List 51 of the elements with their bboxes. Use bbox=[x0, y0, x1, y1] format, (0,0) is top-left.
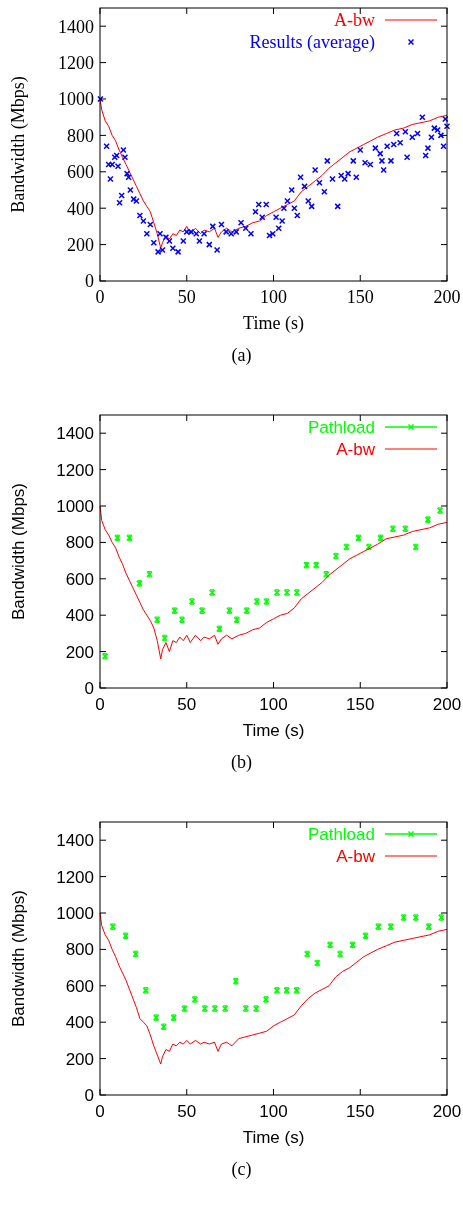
x-tick-label: 50 bbox=[177, 695, 197, 714]
y-tick-label: 800 bbox=[65, 533, 94, 553]
y-tick-label: 0 bbox=[84, 678, 94, 698]
x-tick-label: 200 bbox=[433, 287, 461, 307]
y-tick-label: 1000 bbox=[56, 496, 94, 516]
y-tick-label: 800 bbox=[67, 125, 94, 146]
y-tick-label: 1200 bbox=[58, 52, 94, 73]
y-axis-title: Bandwidth (Mbps) bbox=[8, 76, 29, 213]
x-tick-label: 50 bbox=[177, 1102, 197, 1121]
x-tick-label: 50 bbox=[177, 287, 196, 307]
y-tick-label: 1400 bbox=[56, 424, 94, 444]
y-axis-title: Bandwidth (Mbps) bbox=[9, 482, 28, 621]
y-tick-label: 1000 bbox=[56, 903, 94, 923]
y-tick-label: 600 bbox=[67, 162, 94, 183]
legend-label: A-bw bbox=[334, 10, 375, 31]
legend-label: A-bw bbox=[336, 846, 376, 866]
x-tick-label: 150 bbox=[346, 695, 375, 714]
x-axis-title: Time (s) bbox=[242, 721, 305, 740]
y-tick-label: 600 bbox=[65, 976, 94, 996]
y-tick-label: 200 bbox=[65, 642, 94, 662]
y-tick-label: 200 bbox=[67, 234, 94, 255]
x-tick-label: 100 bbox=[259, 1102, 288, 1121]
x-axis-title: Time (s) bbox=[243, 313, 304, 334]
text: (a) bbox=[231, 345, 252, 366]
x-tick-label: 150 bbox=[346, 287, 374, 307]
legend-label: Pathload bbox=[307, 824, 375, 844]
text: (c) bbox=[231, 1159, 252, 1180]
y-tick-label: 1200 bbox=[56, 867, 94, 887]
text: (b) bbox=[231, 752, 252, 773]
x-tick-label: 100 bbox=[260, 287, 287, 307]
y-tick-label: 400 bbox=[65, 1013, 94, 1033]
y-tick-label: 600 bbox=[65, 569, 94, 589]
y-axis-title: Bandwidth (Mbps) bbox=[9, 889, 28, 1028]
legend-label: Results (average) bbox=[249, 32, 375, 54]
y-tick-label: 0 bbox=[84, 1085, 94, 1105]
legend-label: Pathload bbox=[307, 417, 375, 437]
x-axis-title: Time (s) bbox=[242, 1128, 305, 1147]
y-tick-label: 1200 bbox=[56, 460, 94, 480]
y-tick-label: 400 bbox=[67, 198, 94, 219]
y-tick-label: 1000 bbox=[58, 89, 94, 110]
x-tick-label: 100 bbox=[259, 695, 288, 714]
legend-label: A-bw bbox=[336, 439, 376, 459]
y-tick-label: 1400 bbox=[58, 16, 94, 37]
y-tick-label: 1400 bbox=[56, 831, 94, 851]
y-tick-label: 0 bbox=[85, 271, 94, 292]
x-tick-label: 150 bbox=[346, 1102, 375, 1121]
x-tick-label: 200 bbox=[432, 1102, 462, 1121]
x-tick-label: 200 bbox=[432, 695, 462, 714]
y-tick-label: 400 bbox=[65, 606, 94, 626]
y-tick-label: 200 bbox=[65, 1049, 94, 1069]
y-tick-label: 800 bbox=[65, 940, 94, 960]
